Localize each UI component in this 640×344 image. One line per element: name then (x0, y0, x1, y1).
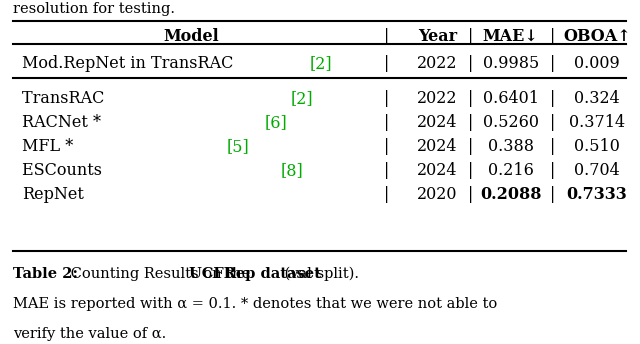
Text: |: | (550, 55, 555, 73)
Text: 2022: 2022 (417, 90, 458, 107)
Text: |: | (383, 90, 389, 107)
Text: [6]: [6] (265, 114, 288, 131)
Text: |: | (383, 55, 389, 73)
Text: |: | (468, 114, 474, 131)
Text: 0.3714: 0.3714 (569, 114, 625, 131)
Text: 0.6401: 0.6401 (483, 90, 539, 107)
Text: resolution for testing.: resolution for testing. (13, 2, 175, 16)
Text: TransRAC: TransRAC (22, 90, 110, 107)
Text: [2]: [2] (310, 55, 332, 73)
Text: |: | (383, 138, 389, 155)
Text: 0.704: 0.704 (574, 162, 620, 179)
Text: [2]: [2] (291, 90, 313, 107)
Text: [8]: [8] (281, 162, 303, 179)
Text: |: | (468, 138, 474, 155)
Text: |: | (468, 28, 474, 45)
Text: |: | (468, 186, 474, 203)
Text: RACNet *: RACNet * (22, 114, 106, 131)
Text: 2024: 2024 (417, 114, 458, 131)
Text: UCFRep dataset: UCFRep dataset (189, 267, 321, 281)
Text: |: | (468, 162, 474, 179)
Text: 0.2088: 0.2088 (480, 186, 541, 203)
Text: 0.388: 0.388 (488, 138, 534, 155)
Text: 2020: 2020 (417, 186, 458, 203)
Text: MAE is reported with α = 0.1. * denotes that we were not able to: MAE is reported with α = 0.1. * denotes … (13, 298, 497, 311)
Text: |: | (550, 114, 555, 131)
Text: (val split).: (val split). (280, 266, 359, 281)
Text: [5]: [5] (227, 138, 250, 155)
Text: Model: Model (164, 28, 220, 45)
Text: 0.510: 0.510 (574, 138, 620, 155)
Text: ESCounts: ESCounts (22, 162, 108, 179)
Text: 0.7333: 0.7333 (566, 186, 627, 203)
Text: 0.324: 0.324 (574, 90, 620, 107)
Text: 0.009: 0.009 (574, 55, 620, 73)
Text: MAE↓: MAE↓ (483, 28, 539, 45)
Text: 2022: 2022 (417, 55, 458, 73)
Text: 2024: 2024 (417, 162, 458, 179)
Text: Mod.RepNet in TransRAC: Mod.RepNet in TransRAC (22, 55, 239, 73)
Text: Year: Year (418, 28, 457, 45)
Text: |: | (550, 138, 555, 155)
Text: RepNet: RepNet (22, 186, 84, 203)
Text: 0.216: 0.216 (488, 162, 534, 179)
Text: |: | (468, 55, 474, 73)
Text: |: | (383, 114, 389, 131)
Text: |: | (468, 90, 474, 107)
Text: |: | (550, 162, 555, 179)
Text: |: | (383, 28, 389, 45)
Text: 0.9985: 0.9985 (483, 55, 539, 73)
Text: |: | (383, 186, 389, 203)
Text: MFL *: MFL * (22, 138, 79, 155)
Text: |: | (550, 28, 555, 45)
Text: 0.5260: 0.5260 (483, 114, 539, 131)
Text: 2024: 2024 (417, 138, 458, 155)
Text: Counting Results on the: Counting Results on the (66, 267, 255, 281)
Text: |: | (550, 90, 555, 107)
Text: Table 2:: Table 2: (13, 267, 78, 281)
Text: |: | (550, 186, 555, 203)
Text: OBOA↑: OBOA↑ (563, 28, 631, 45)
Text: verify the value of α.: verify the value of α. (13, 327, 166, 341)
Text: |: | (383, 162, 389, 179)
